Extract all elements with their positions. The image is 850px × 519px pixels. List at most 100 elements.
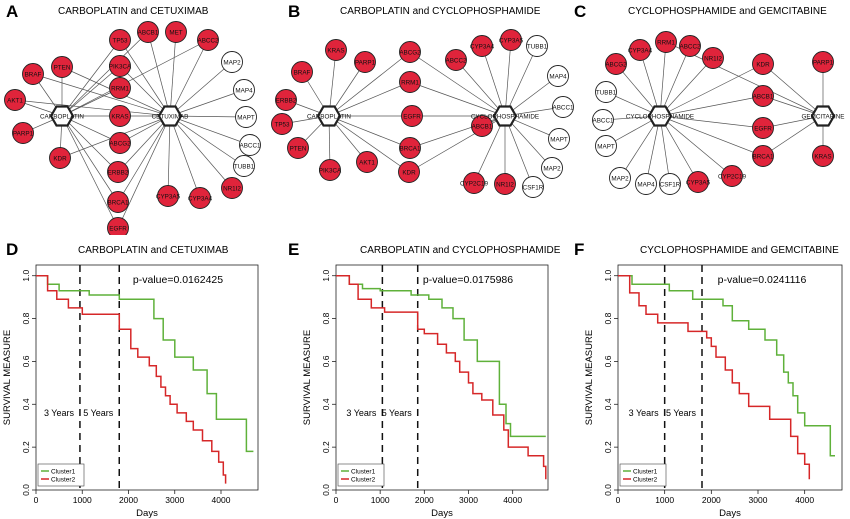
legend-entry: Cluster1 xyxy=(351,469,376,476)
gene-node xyxy=(526,35,548,57)
y-tick-label: 0.2 xyxy=(321,441,331,453)
network-edge xyxy=(659,115,671,185)
gene-node xyxy=(275,89,297,111)
network-edge xyxy=(659,95,764,117)
gene-label: BRAF xyxy=(294,69,311,76)
y-tick-label: 0.4 xyxy=(21,398,31,410)
legend-box xyxy=(337,463,385,487)
gene-label: ABCC1 xyxy=(240,142,261,149)
network-edge xyxy=(61,65,121,117)
y-tick-label: 0.6 xyxy=(21,355,31,367)
gene-node xyxy=(500,29,522,51)
panel-letter: D xyxy=(6,240,19,259)
network-a: TP53 ABCB1 MET ABCC2 PIK3CA PTEN BRAF RRM1 AKT1 K… xyxy=(4,21,261,235)
gene-node xyxy=(812,51,834,73)
drug-hub-node xyxy=(647,105,673,127)
network-edge xyxy=(659,57,714,117)
drug-hub-node xyxy=(810,105,836,127)
gene-node xyxy=(325,39,347,61)
y-tick-label: 0.0 xyxy=(21,484,31,496)
legend-entry: Cluster2 xyxy=(351,477,376,484)
gene-node xyxy=(721,165,743,187)
network-edge xyxy=(32,73,171,117)
drug-hub-node xyxy=(157,105,183,127)
gene-node xyxy=(221,51,243,73)
gene-label: MAP2 xyxy=(543,165,561,172)
network-edge xyxy=(169,115,245,167)
gene-label: PARP1 xyxy=(13,130,34,137)
network-c: CYP3A4 RRM1 ABCC2 ABCG2 NR1I2 TUBB1 ABCC1 MAPT M… xyxy=(592,31,844,195)
network-edge xyxy=(328,51,411,117)
gene-node xyxy=(595,135,617,157)
network-edge xyxy=(504,115,553,169)
network-edge xyxy=(619,115,661,179)
gene-label: MAP2 xyxy=(611,175,629,182)
chart-title: CARBOPLATIN and CYCLOPHOSPHAMIDE xyxy=(360,245,561,256)
drug-hub-label: CETUXIMAB xyxy=(152,113,189,120)
y-tick-label: 0.0 xyxy=(603,484,613,496)
network-edge xyxy=(455,59,506,117)
gene-node xyxy=(702,47,724,69)
gene-node xyxy=(655,31,677,53)
gene-node xyxy=(635,173,657,195)
gene-node xyxy=(12,122,34,144)
gene-label: TUBB1 xyxy=(527,43,548,50)
y-tick-label: 0.2 xyxy=(21,441,31,453)
gene-node xyxy=(494,173,516,195)
gene-node xyxy=(595,81,617,103)
survival-curve-cluster2 xyxy=(618,274,811,480)
p-value-label: p-value=0.0162425 xyxy=(133,274,223,286)
panel-letter: C xyxy=(574,2,587,21)
x-tick-label: 3000 xyxy=(459,495,478,505)
plot-frame xyxy=(35,264,259,491)
gene-node xyxy=(399,71,421,93)
gene-label: AKT1 xyxy=(359,159,375,166)
network-edge xyxy=(762,63,824,117)
gene-label: ABCG2 xyxy=(399,49,421,56)
gene-label: PARP1 xyxy=(813,59,834,66)
km-chart-d: 0 1000 2000 3000 4000 0.0 0.2 0.4 0.6 0.8 1.0 Days S… xyxy=(2,264,259,519)
gene-label: MAP4 xyxy=(235,87,253,94)
network-edge xyxy=(119,39,171,117)
gene-label: BRCA1 xyxy=(753,153,774,160)
x-tick-label: 1000 xyxy=(73,495,92,505)
milestone-label: 5 Years xyxy=(382,408,413,418)
gene-node xyxy=(471,115,493,137)
gene-node xyxy=(4,89,26,111)
gene-label: NR1I2 xyxy=(704,55,722,62)
y-tick-label: 0.2 xyxy=(603,441,613,453)
y-tick-label: 1.0 xyxy=(603,270,613,282)
gene-node xyxy=(157,185,179,207)
gene-node xyxy=(752,117,774,139)
gene-label: MAP4 xyxy=(637,181,655,188)
gene-label: PTEN xyxy=(290,145,307,152)
gene-label: KDR xyxy=(756,61,770,68)
gene-label: CYP2C19 xyxy=(460,180,488,187)
network-edge xyxy=(169,31,177,117)
gene-label: BRCA1 xyxy=(400,145,421,152)
y-tick-label: 0.6 xyxy=(321,355,331,367)
km-chart-f: 0 1000 2000 3000 4000 0.0 0.2 0.4 0.6 0.8 1.0 Days S… xyxy=(584,264,843,519)
panel-title: CARBOPLATIN and CYCLOPHOSPHAMIDE xyxy=(340,6,541,17)
chart-title: CARBOPLATIN and CETUXIMAB xyxy=(78,245,229,256)
gene-node xyxy=(233,79,255,101)
gene-node xyxy=(463,172,485,194)
x-axis-label: Days xyxy=(431,508,453,519)
gene-label: CYP3A4 xyxy=(470,43,495,50)
gene-node xyxy=(547,65,569,87)
x-tick-label: 4000 xyxy=(212,495,231,505)
gene-node xyxy=(22,63,44,85)
network-edge xyxy=(328,115,411,149)
gene-node xyxy=(197,29,219,51)
gene-node xyxy=(109,29,131,51)
network-edge xyxy=(473,115,506,184)
legend-entry: Cluster2 xyxy=(633,477,658,484)
gene-label: CSF1R xyxy=(523,184,544,191)
gene-label: RRM1 xyxy=(111,85,129,92)
gene-label: TUBB1 xyxy=(596,89,617,96)
gene-node xyxy=(445,49,467,71)
x-tick-label: 4000 xyxy=(503,495,522,505)
network-edge xyxy=(659,41,667,117)
y-tick-label: 0.8 xyxy=(603,312,613,324)
gene-label: MAPT xyxy=(550,136,568,143)
